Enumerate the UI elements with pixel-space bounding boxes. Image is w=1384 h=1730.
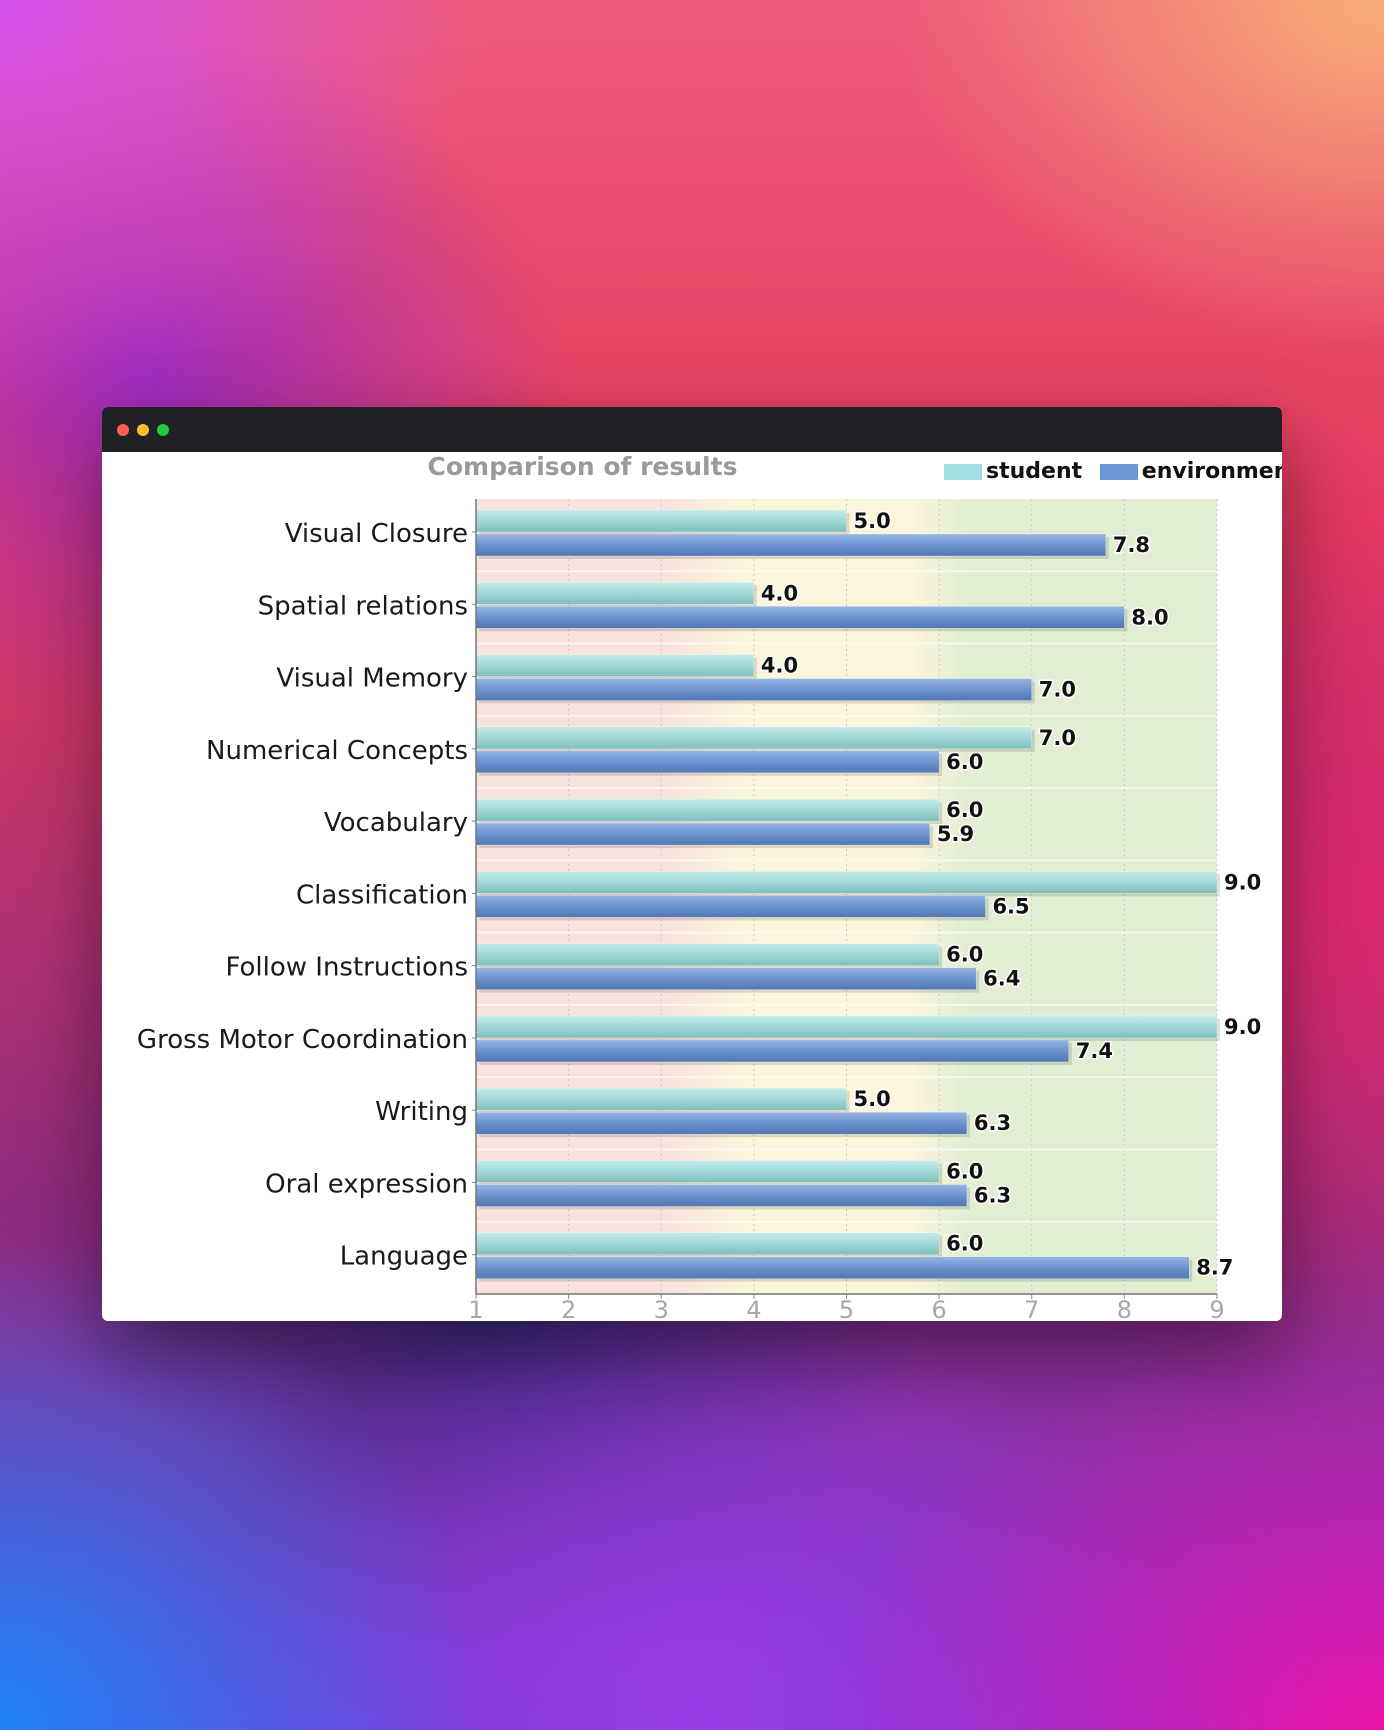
app-window: Comparison of results student environmen… [102,407,1282,1321]
legend-swatch-student [944,464,982,480]
environment-bar [475,822,931,846]
x-tick-label: 5 [839,1296,854,1321]
student-bar-value-label: 7.0 [1039,726,1076,750]
environment-bar [475,895,986,918]
category-label: Visual Closure [285,519,468,549]
student-bar-value-label: 9.0 [1224,870,1261,894]
student-bar [475,1015,1218,1039]
student-bar-value-label: 6.0 [946,943,983,967]
environment-bar-value-label: 6.5 [992,894,1029,918]
environment-bar [475,1256,1190,1279]
environment-bar-value-label: 8.0 [1131,605,1168,629]
student-bar [475,582,755,605]
category-label: Vocabulary [324,808,468,838]
category-label: Visual Memory [276,664,468,694]
x-tick-label: 7 [1024,1296,1039,1321]
legend-item-environment: environment [1099,459,1282,484]
x-tick-label: 8 [1117,1296,1132,1321]
environment-bar-value-label: 6.3 [974,1183,1011,1207]
environment-bar-value-label: 7.4 [1076,1039,1113,1063]
student-bar-value-label: 6.0 [946,798,983,822]
student-bar-value-label: 6.0 [946,1232,983,1256]
student-bar [475,798,940,822]
legend: student environment [944,459,1282,489]
x-tick-label: 6 [931,1296,946,1321]
legend-swatch-environment [1099,464,1138,480]
student-bar [475,871,1218,894]
environment-bar [475,606,1125,629]
category-label: Oral expression [265,1169,468,1199]
legend-label-student: student [986,459,1083,484]
environment-bar [475,1184,968,1207]
bar-chart-svg: Visual Closure 5.0 7.8 Spatial relations 4.0… [137,499,1263,1321]
student-bar-value-label: 5.0 [854,1087,891,1111]
x-tick-label: 2 [561,1296,576,1321]
student-bar [475,1160,940,1183]
category-label: Writing [375,1097,468,1127]
chart-area: Comparison of results student environmen… [102,452,1282,1321]
minimize-window-button[interactable] [137,424,149,436]
student-bar [475,726,1032,750]
category-label: Gross Motor Coordination [137,1025,468,1055]
student-bar-value-label: 4.0 [761,581,798,605]
student-bar-value-label: 5.0 [854,509,891,533]
environment-bar-value-label: 6.4 [983,967,1020,991]
student-bar [475,654,755,677]
environment-bar-value-label: 6.0 [946,750,983,774]
environment-bar-value-label: 8.7 [1196,1256,1233,1280]
student-bar [475,943,940,966]
environment-bar [475,533,1107,557]
student-bar-value-label: 9.0 [1224,1015,1261,1039]
environment-bar-value-label: 7.8 [1113,533,1150,557]
category-label: Numerical Concepts [206,736,468,766]
x-tick-label: 4 [746,1296,761,1321]
maximize-window-button[interactable] [157,424,169,436]
environment-bar [475,1111,968,1135]
student-bar-value-label: 6.0 [946,1159,983,1183]
legend-item-student: student [944,459,1082,484]
legend-label-environment: environment [1141,459,1282,484]
category-label: Spatial relations [258,591,468,621]
student-bar [475,509,847,533]
chart-title: Comparison of results [427,452,738,481]
environment-bar [475,967,977,990]
category-label: Classification [296,880,468,910]
student-bar-value-label: 4.0 [761,654,798,678]
student-bar [475,1232,940,1255]
x-tick-label: 1 [468,1296,483,1321]
environment-bar-value-label: 6.3 [974,1111,1011,1135]
category-label: Language [340,1242,468,1272]
x-tick-label: 9 [1209,1296,1224,1321]
close-window-button[interactable] [117,424,129,436]
category-label: Follow Instructions [225,953,468,983]
environment-bar [475,1039,1070,1063]
title-bar [102,407,1282,452]
environment-bar [475,678,1032,701]
environment-bar-value-label: 5.9 [937,822,974,846]
student-bar [475,1087,847,1111]
x-tick-label: 3 [654,1296,669,1321]
environment-bar [475,750,940,774]
environment-bar-value-label: 7.0 [1039,678,1076,702]
